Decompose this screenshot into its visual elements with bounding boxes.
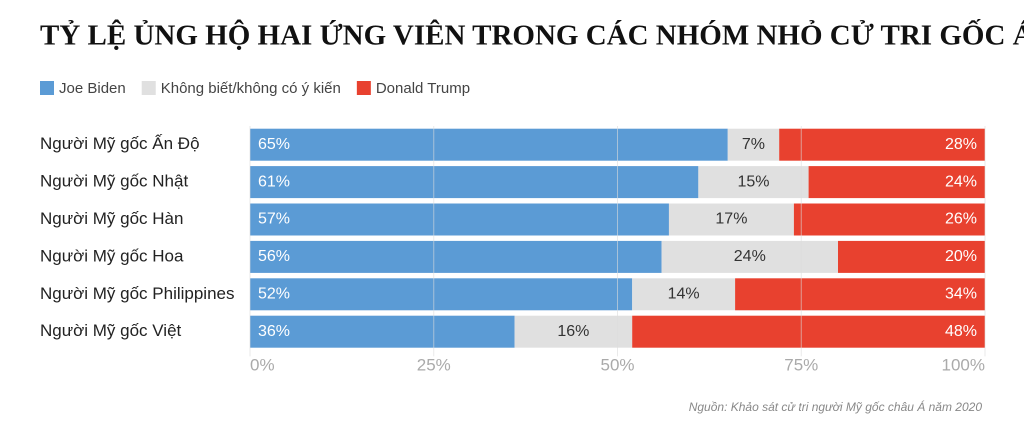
legend-label: Donald Trump	[376, 80, 470, 97]
y-tick-label: Người Mỹ gốc Philippines	[40, 284, 235, 303]
bar-segment	[632, 278, 736, 311]
value-label: 26%	[945, 211, 977, 228]
value-label: 52%	[258, 286, 290, 303]
bar-segment	[250, 315, 515, 348]
bar-segment	[698, 166, 809, 199]
value-label: 14%	[668, 286, 700, 303]
bar-segment	[661, 240, 838, 273]
legend-swatch	[141, 81, 156, 95]
bar-segment	[250, 166, 699, 199]
bar-segment	[793, 203, 985, 236]
x-tick-label: 0%	[250, 355, 275, 374]
bar-segment	[250, 240, 662, 273]
legend-swatch	[40, 81, 54, 95]
value-label: 36%	[258, 323, 290, 340]
bar-segment	[735, 278, 985, 311]
value-label: 17%	[715, 211, 747, 228]
value-label: 20%	[945, 248, 977, 265]
bar-segment	[250, 203, 669, 236]
y-tick-label: Người Mỹ gốc Việt	[40, 321, 182, 340]
bar-segment	[808, 166, 985, 199]
bar-segment	[250, 128, 728, 161]
x-tick-label: 25%	[417, 355, 451, 374]
value-label: 48%	[945, 323, 977, 340]
x-tick-label: 100%	[942, 355, 985, 374]
value-label: 56%	[258, 248, 290, 265]
bar-segment	[838, 240, 985, 273]
bar-segment	[727, 128, 780, 161]
x-tick-label: 50%	[600, 355, 634, 374]
value-label: 65%	[258, 136, 290, 153]
source-note: Nguồn: Khảo sát cử tri người Mỹ gốc châu…	[689, 399, 983, 414]
legend-label: Không biết/không có ý kiến	[161, 80, 341, 97]
legend-label: Joe Biden	[59, 80, 126, 97]
bar-segment	[514, 315, 633, 348]
value-label: 7%	[742, 136, 765, 153]
y-tick-label: Người Mỹ gốc Hoa	[40, 246, 184, 265]
bar-segment	[668, 203, 794, 236]
value-label: 24%	[734, 248, 766, 265]
value-label: 16%	[557, 323, 589, 340]
value-label: 15%	[737, 173, 769, 190]
value-label: 61%	[258, 173, 290, 190]
value-label: 57%	[258, 211, 290, 228]
value-label: 24%	[945, 173, 977, 190]
x-tick-label: 75%	[784, 355, 818, 374]
legend-swatch	[356, 81, 371, 95]
bar-segment	[779, 128, 985, 161]
y-tick-label: Người Mỹ gốc Hàn	[40, 209, 183, 228]
bar-segment	[632, 315, 985, 348]
bar-segment	[250, 278, 633, 311]
y-tick-label: Người Mỹ gốc Nhật	[40, 172, 188, 191]
value-label: 34%	[945, 286, 977, 303]
y-tick-label: Người Mỹ gốc Ấn Độ	[40, 134, 200, 153]
chart-title: TỶ LỆ ỦNG HỘ HAI ỨNG VIÊN TRONG CÁC NHÓM…	[40, 18, 1024, 52]
value-label: 28%	[945, 136, 977, 153]
